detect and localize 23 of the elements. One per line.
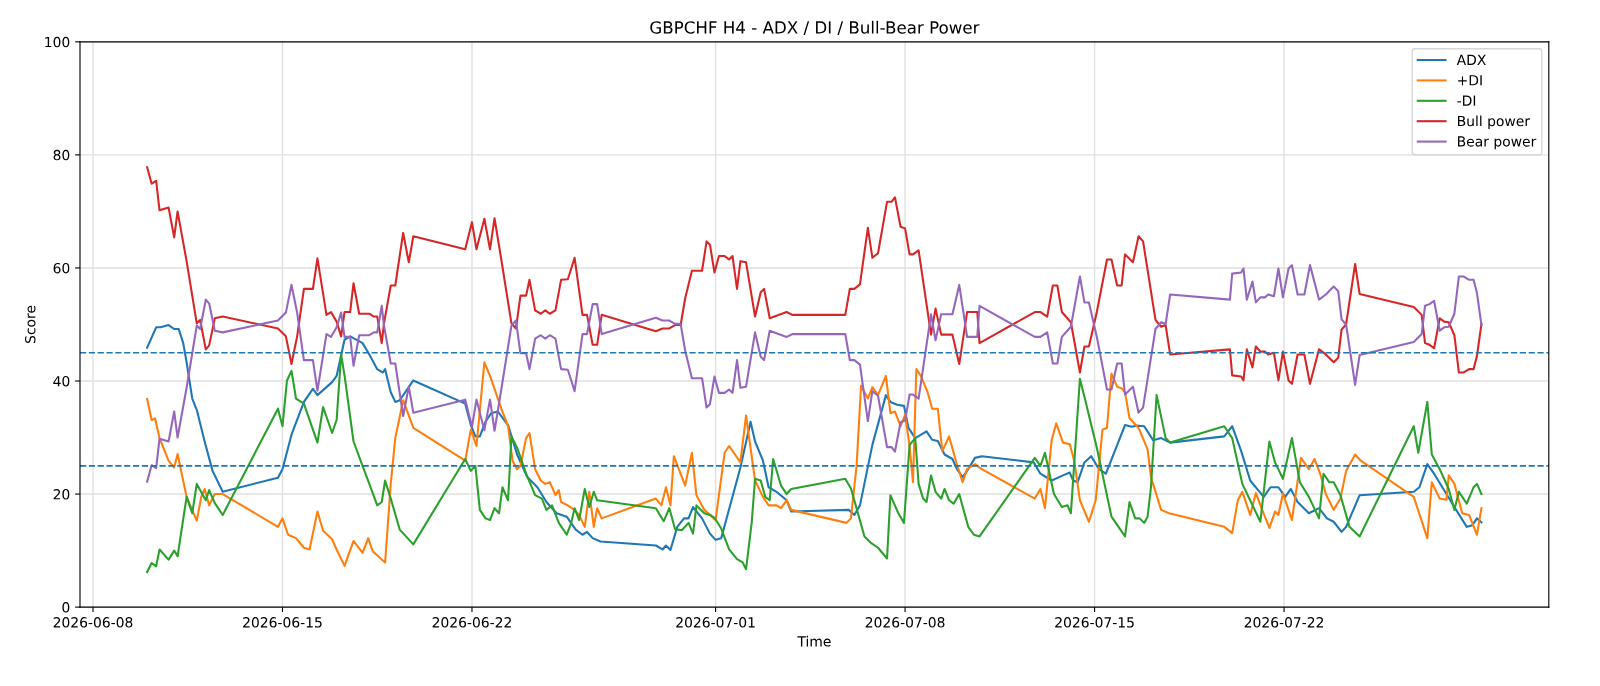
legend-label: -DI [1457,95,1476,106]
legend-label: Bear power [1458,136,1537,150]
x-tick-label: 2026-07-08 [865,617,945,628]
x-tick-label: 2026-06-08 [53,617,133,628]
y-tick-label: 40 [53,375,70,387]
legend-label: Bull power [1458,115,1531,129]
legend-label: +DI [1458,75,1482,86]
y-axis-title: Score [25,305,36,344]
legend-label: ADX [1456,54,1486,65]
line-series [146,166,1483,385]
y-tick-label: 0 [62,602,70,613]
y-tick-label: 100 [45,36,70,48]
x-tick-label: 2026-07-15 [1055,617,1134,628]
x-tick-label: 2026-07-01 [676,617,755,628]
x-tick-label: 2026-06-15 [243,617,322,628]
y-tick-label: 80 [53,149,70,161]
x-axis-title: Time [797,635,831,647]
line-series [146,264,1483,483]
x-tick-label: 2026-06-22 [432,617,511,628]
chart-title: GBPCHF H4 - ADX / DI / Bull-Bear Power [650,20,980,36]
y-tick-label: 60 [53,262,70,274]
x-tick-label: 2026-07-22 [1244,617,1324,628]
y-tick-label: 20 [53,489,70,500]
